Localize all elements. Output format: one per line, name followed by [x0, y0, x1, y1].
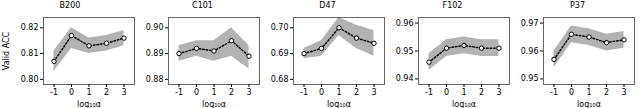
svg-text:3: 3 — [496, 88, 501, 97]
svg-text:0.81: 0.81 — [21, 49, 39, 58]
svg-text:log₁₀α: log₁₀α — [327, 100, 351, 108]
svg-text:0.89: 0.89 — [146, 49, 164, 58]
svg-text:0.96: 0.96 — [396, 19, 414, 28]
svg-text:0: 0 — [194, 88, 199, 97]
svg-text:0.82: 0.82 — [21, 23, 39, 32]
svg-text:0.97: 0.97 — [521, 19, 539, 28]
svg-text:Valid ACC: Valid ACC — [2, 31, 11, 70]
svg-text:0.69: 0.69 — [271, 49, 289, 58]
html-text:D47: D47 — [319, 1, 336, 10]
svg-text:3: 3 — [121, 88, 126, 97]
svg-text:log₁₀α: log₁₀α — [77, 100, 101, 108]
svg-text:0: 0 — [319, 88, 324, 97]
svg-text:-1: -1 — [50, 88, 58, 97]
svg-text:2: 2 — [604, 88, 609, 97]
html-text:F102: F102 — [442, 1, 463, 10]
svg-text:log₁₀α: log₁₀α — [577, 100, 601, 108]
svg-text:1: 1 — [336, 88, 341, 97]
html-text:B200: B200 — [59, 1, 81, 10]
svg-text:0.70: 0.70 — [271, 23, 289, 32]
svg-text:2: 2 — [104, 88, 109, 97]
svg-text:-1: -1 — [550, 88, 558, 97]
svg-text:2: 2 — [354, 88, 359, 97]
svg-text:0.68: 0.68 — [271, 75, 289, 84]
svg-text:0.95: 0.95 — [396, 47, 414, 56]
svg-text:0.94: 0.94 — [396, 74, 414, 83]
svg-text:1: 1 — [461, 88, 466, 97]
svg-text:1: 1 — [86, 88, 91, 97]
svg-text:3: 3 — [371, 88, 376, 97]
svg-text:2: 2 — [229, 88, 234, 97]
svg-text:0: 0 — [444, 88, 449, 97]
svg-text:1: 1 — [586, 88, 591, 97]
svg-text:0.88: 0.88 — [146, 75, 164, 84]
svg-text:0: 0 — [69, 88, 74, 97]
svg-text:0.80: 0.80 — [21, 75, 39, 84]
svg-text:-1: -1 — [425, 88, 433, 97]
svg-text:1: 1 — [211, 88, 216, 97]
svg-text:-1: -1 — [300, 88, 308, 97]
svg-text:log₁₀α: log₁₀α — [202, 100, 226, 108]
svg-text:0: 0 — [569, 88, 574, 97]
svg-text:-1: -1 — [175, 88, 183, 97]
svg-text:0.96: 0.96 — [521, 47, 539, 56]
html-text:C101: C101 — [192, 1, 213, 10]
svg-text:0.95: 0.95 — [521, 74, 539, 83]
svg-text:log₁₀α: log₁₀α — [452, 100, 476, 108]
html-text:P37: P37 — [570, 1, 585, 10]
svg-text:2: 2 — [479, 88, 484, 97]
svg-text:0.90: 0.90 — [146, 23, 164, 32]
svg-text:3: 3 — [621, 88, 626, 97]
svg-text:3: 3 — [246, 88, 251, 97]
